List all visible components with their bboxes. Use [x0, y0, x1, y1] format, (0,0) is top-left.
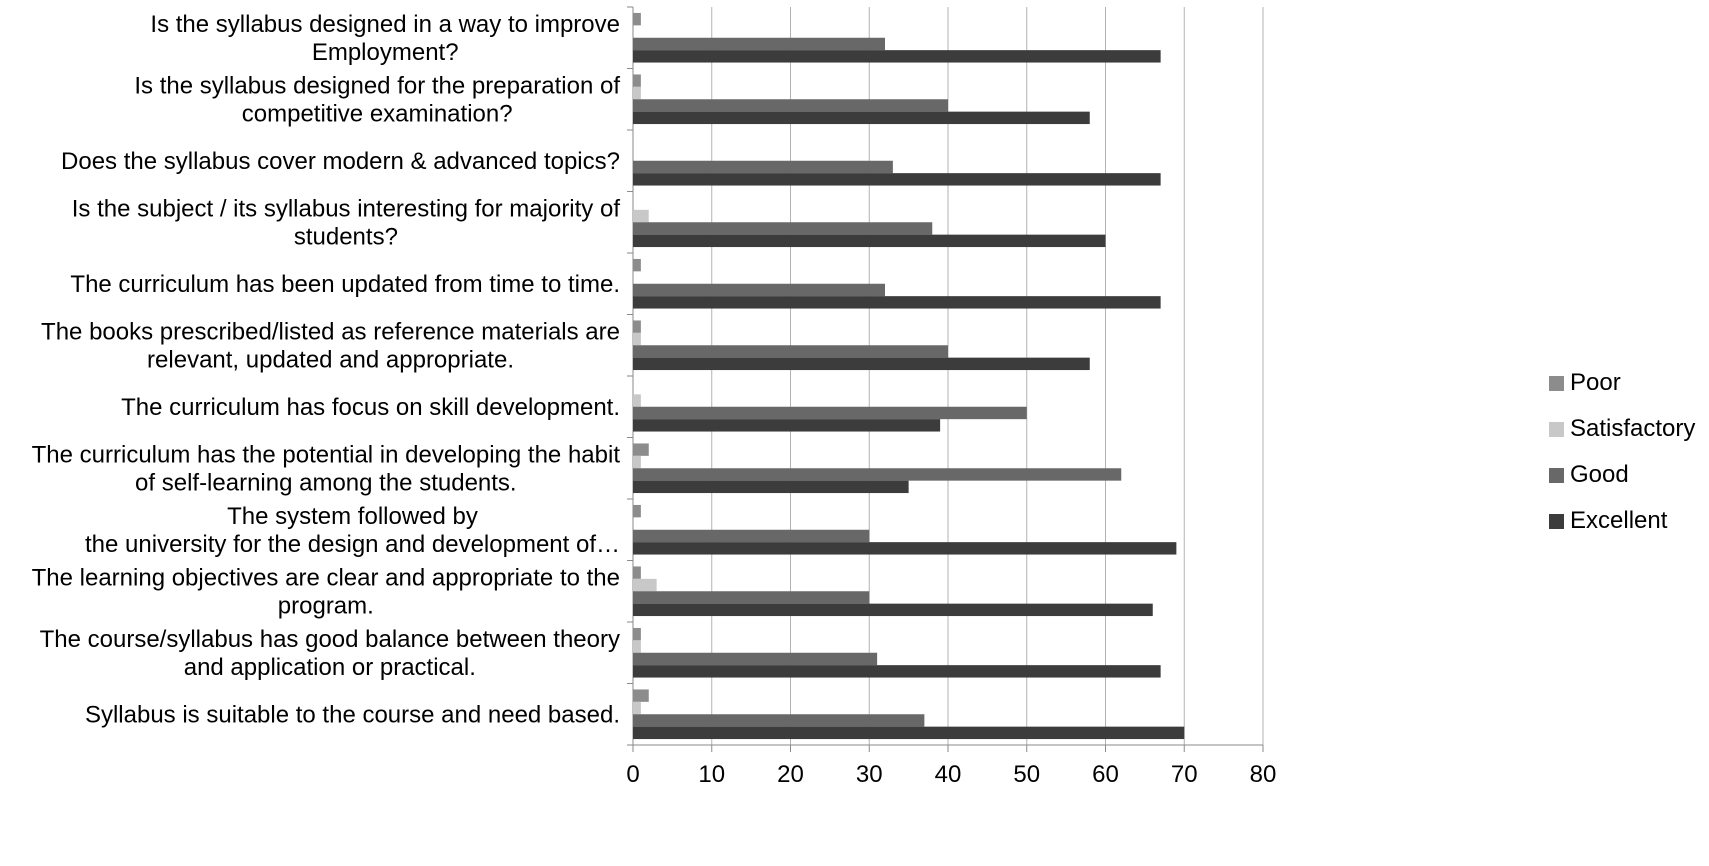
legend-swatch	[1549, 421, 1564, 437]
bar-good	[633, 652, 878, 666]
category-label: The learning objectives are clear and ap…	[32, 564, 620, 591]
category-label: students?	[294, 223, 398, 250]
bar-excellent	[633, 542, 1177, 555]
category-label: relevant, updated and appropriate.	[147, 346, 514, 373]
bar-good	[633, 37, 885, 51]
category-label: Is the syllabus designed in a way to imp…	[150, 11, 620, 38]
legend-item-good: Good	[1549, 452, 1709, 498]
legend-item-excellent: Excellent	[1549, 498, 1709, 544]
bar-poor	[633, 504, 641, 518]
bar-poor	[633, 320, 641, 333]
bar-satisfactory	[633, 332, 641, 346]
x-tick-label: 20	[777, 761, 804, 788]
legend-swatch	[1549, 375, 1564, 391]
x-tick-label: 80	[1250, 761, 1277, 788]
bar-excellent	[633, 665, 1161, 678]
category-label: Employment?	[312, 39, 459, 66]
category-label: of self-learning among the students.	[135, 469, 517, 496]
category-label: The course/syllabus has good balance bet…	[40, 626, 620, 653]
bar-good	[633, 529, 870, 543]
bar-poor	[633, 258, 641, 272]
bar-excellent	[633, 173, 1161, 186]
category-label: and application or practical.	[184, 654, 476, 681]
x-tick-label: 30	[856, 761, 883, 788]
x-tick-label: 50	[1013, 761, 1040, 788]
legend-label: Excellent	[1570, 507, 1668, 534]
legend-item-poor: Poor	[1549, 360, 1709, 406]
bar-good	[633, 160, 893, 174]
bar-satisfactory	[633, 86, 641, 100]
bar-good	[633, 222, 933, 235]
bar-satisfactory	[633, 394, 641, 407]
bar-good	[633, 345, 948, 358]
legend-item-satisfactory: Satisfactory	[1549, 406, 1709, 452]
category-label: Is the syllabus designed for the prepara…	[134, 72, 620, 99]
category-label: The curriculum has been updated from tim…	[70, 271, 620, 298]
legend-swatch	[1549, 467, 1564, 483]
legend-label: Poor	[1570, 369, 1621, 396]
bar-poor	[633, 627, 641, 641]
bar-satisfactory	[633, 455, 641, 469]
bar-poor	[633, 689, 649, 702]
bar-satisfactory	[633, 209, 649, 223]
legend-swatch	[1549, 513, 1564, 529]
bar-poor	[633, 443, 649, 456]
x-tick-label: 70	[1171, 761, 1198, 788]
category-label: program.	[278, 592, 374, 619]
bar-excellent	[633, 357, 1090, 371]
bar-excellent	[633, 50, 1161, 63]
legend: Poor Satisfactory Good Excellent	[1549, 360, 1709, 544]
bar-poor	[633, 74, 641, 87]
bar-excellent	[633, 726, 1185, 740]
x-tick-label: 0	[626, 761, 639, 788]
bar-satisfactory	[633, 701, 641, 715]
bar-excellent	[633, 480, 909, 494]
category-label: The books prescribed/listed as reference…	[41, 318, 620, 345]
x-tick-label: 10	[698, 761, 725, 788]
legend-label: Satisfactory	[1570, 415, 1696, 442]
bar-excellent	[633, 603, 1153, 617]
category-label: The curriculum has the potential in deve…	[32, 441, 621, 468]
bar-good	[633, 283, 885, 297]
category-label: The curriculum has focus on skill develo…	[121, 394, 620, 421]
bar-excellent	[633, 111, 1090, 125]
bar-good	[633, 468, 1122, 481]
bar-excellent	[633, 234, 1106, 248]
category-label: Syllabus is suitable to the course and n…	[85, 701, 620, 728]
bar-good	[633, 591, 870, 604]
category-label: Does the syllabus cover modern & advance…	[61, 148, 620, 175]
category-label: Is the subject / its syllabus interestin…	[72, 195, 621, 222]
bar-good	[633, 99, 948, 112]
category-label: the university for the design and develo…	[85, 531, 620, 558]
bar-satisfactory	[633, 640, 641, 653]
category-label: The system followed by	[227, 503, 478, 530]
bar-excellent	[633, 419, 941, 432]
bar-good	[633, 406, 1027, 420]
x-tick-label: 40	[935, 761, 962, 788]
legend-label: Good	[1570, 461, 1629, 488]
x-tick-label: 60	[1092, 761, 1119, 788]
bar-excellent	[633, 296, 1161, 309]
category-label: competitive examination?	[242, 100, 513, 127]
bar-poor	[633, 12, 641, 26]
bar-good	[633, 714, 925, 727]
bar-poor	[633, 566, 641, 579]
bar-satisfactory	[633, 578, 657, 592]
